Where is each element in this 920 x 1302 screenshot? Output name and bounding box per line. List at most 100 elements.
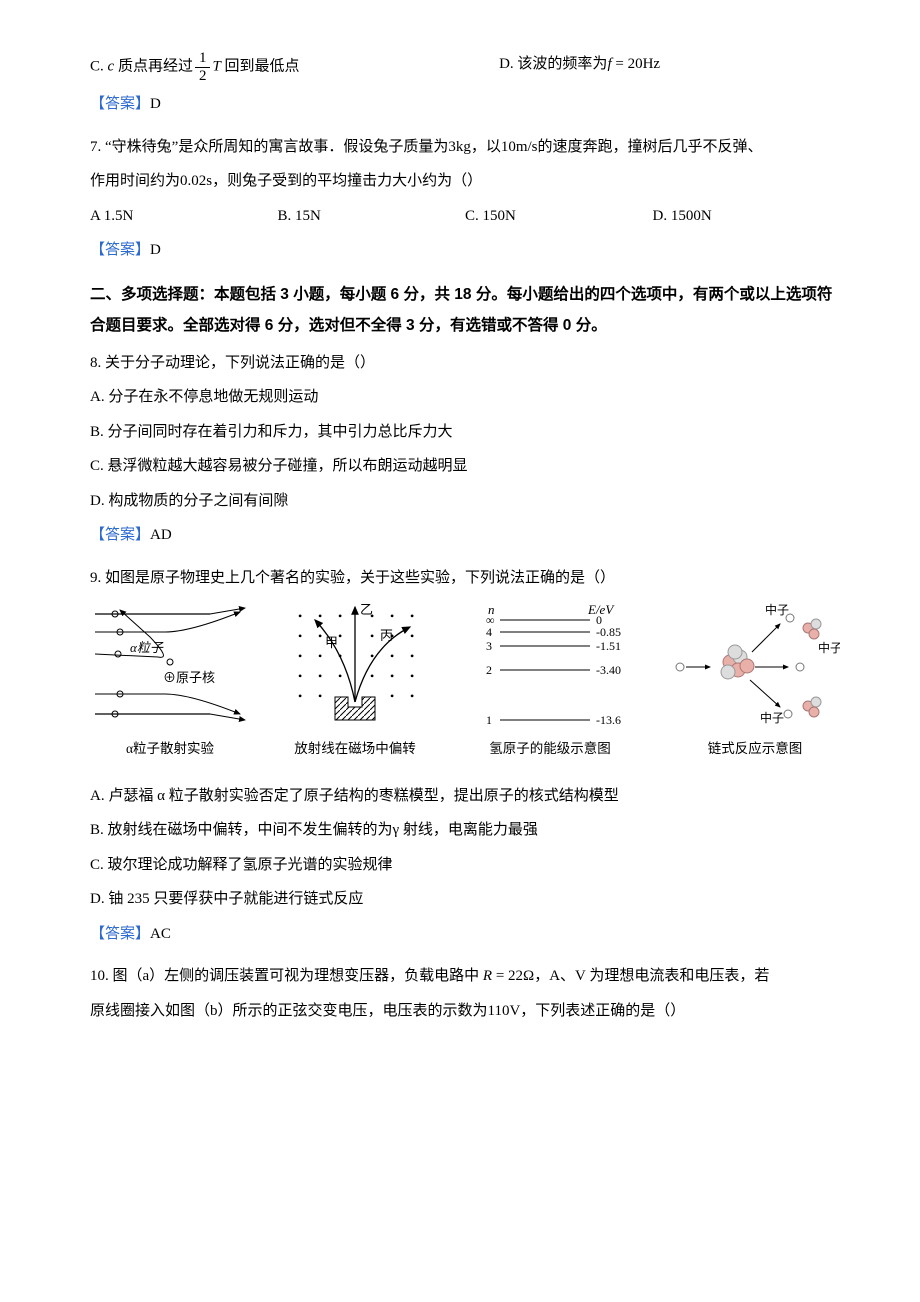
fig3-caption: 氢原子的能级示意图 (489, 736, 611, 762)
svg-text:-1.51: -1.51 (596, 639, 621, 653)
q7-option-a: A 1.5N (90, 202, 278, 231)
svg-text:•: • (390, 689, 394, 703)
q10-stem-b: ，A、V 为理想电流表和电压表，若 (534, 968, 769, 984)
q7-stem2-c: ，则兔子受到的平均撞击力大小约为（） (212, 173, 482, 189)
alpha-scattering-svg: α粒子 ⊕原子核 (90, 602, 250, 732)
q7-option-c: C. 150N (465, 202, 653, 231)
svg-text:乙: 乙 (360, 602, 373, 617)
opt-d-eq: = 20Hz (612, 56, 660, 72)
fig-alpha-scattering: α粒子 ⊕原子核 α粒子散射实验 (90, 602, 250, 762)
svg-text:中子: 中子 (818, 640, 840, 655)
q7-stem-e: 的速度奔跑，撞树后几乎不反弹、 (538, 139, 763, 155)
answer-value: AD (150, 527, 172, 543)
opt-c-T: T (212, 58, 220, 74)
q10-eq: = 22Ω (492, 968, 534, 984)
svg-text:丙: 丙 (380, 628, 393, 643)
fig4-caption: 链式反应示意图 (708, 736, 803, 762)
q8-answer: 【答案】AD (90, 521, 840, 550)
answer-value: D (150, 96, 161, 112)
svg-text:•: • (318, 629, 322, 643)
svg-text:•: • (318, 669, 322, 683)
q7-answer: 【答案】D (90, 236, 840, 265)
svg-text:•: • (318, 689, 322, 703)
svg-text:•: • (410, 649, 414, 663)
svg-text:•: • (390, 649, 394, 663)
answer-label: 【答案】 (90, 527, 150, 543)
q9-option-b: B. 放射线在磁场中偏转，中间不发生偏转的为γ 射线，电离能力最强 (90, 816, 840, 845)
q7-stem2-a: 作用时间约为 (90, 173, 180, 189)
svg-text:甲: 甲 (325, 635, 338, 650)
fig-energy-levels: n E/eV ∞0 4-0.85 3-1.51 2-3.40 1-13.6 氢原… (460, 602, 640, 762)
fig2-caption: 放射线在磁场中偏转 (294, 736, 416, 762)
radiation-svg: •••••• •••••• •••••• •••••• •••• 甲 乙 丙 (280, 602, 430, 732)
svg-text:3: 3 (486, 639, 492, 653)
q9-option-d: D. 铀 235 只要俘获中子就能进行链式反应 (90, 885, 840, 914)
section2-heading: 二、多项选择题：本题包括 3 小题，每小题 6 分，共 18 分。每小题给出的四… (90, 279, 840, 341)
q8-options: A. 分子在永不停息地做无规则运动 B. 分子间同时存在着引力和斥力，其中引力总… (90, 383, 840, 515)
opt-d-prefix: D. 该波的频率为 (499, 56, 607, 72)
svg-text:•: • (318, 649, 322, 663)
q6-options-cd: C. c 质点再经过12T 回到最低点 D. 该波的频率为f = 20Hz (90, 50, 840, 84)
q8-stem: 8. 关于分子动理论，下列说法正确的是（） (90, 349, 840, 378)
svg-text:•: • (410, 609, 414, 623)
svg-text:•: • (410, 629, 414, 643)
q7-stem-a: 7. “守株待兔”是众所周知的寓言故事．假设兔子质量为 (90, 139, 448, 155)
q9-stem: 9. 如图是原子物理史上几个著名的实验，关于这些实验，下列说法正确的是（） (90, 564, 840, 593)
q10-R: R (479, 968, 492, 984)
q7-time: 0.02s (180, 173, 212, 189)
svg-text:•: • (298, 609, 302, 623)
q10-stem-line2: 原线圈接入如图（b）所示的正弦交变电压，电压表的示数为110V，下列表述正确的是… (90, 997, 840, 1026)
q7-speed: 10m/s (501, 139, 538, 155)
svg-text:•: • (298, 689, 302, 703)
opt-c-post: 回到最低点 (221, 58, 300, 74)
q8-option-c: C. 悬浮微粒越大越容易被分子碰撞，所以布朗运动越明显 (90, 452, 840, 481)
svg-text:-0.85: -0.85 (596, 625, 621, 639)
svg-text:•: • (318, 609, 322, 623)
q6-option-c: C. c 质点再经过12T 回到最低点 (90, 50, 499, 84)
svg-text:-3.40: -3.40 (596, 663, 621, 677)
q7-stem-line2: 作用时间约为0.02s，则兔子受到的平均撞击力大小约为（） (90, 167, 840, 196)
svg-text:中子: 中子 (760, 710, 784, 725)
q10-stem-a: 10. 图（a）左侧的调压装置可视为理想变压器，负载电路中 (90, 968, 479, 984)
answer-label: 【答案】 (90, 242, 150, 258)
q8-option-b: B. 分子间同时存在着引力和斥力，其中引力总比斥力大 (90, 418, 840, 447)
svg-text:•: • (298, 629, 302, 643)
opt-c-prefix: C. (90, 58, 108, 74)
svg-text:•: • (338, 609, 342, 623)
q9-answer: 【答案】AC (90, 920, 840, 949)
alpha-particle-label: α粒子 (130, 640, 164, 655)
fig-radiation-magnetic: •••••• •••••• •••••• •••••• •••• 甲 乙 丙 放… (280, 602, 430, 762)
frac-num: 1 (195, 50, 211, 68)
q9-option-a: A. 卢瑟福 α 粒子散射实验否定了原子结构的枣糕模型，提出原子的核式结构模型 (90, 782, 840, 811)
fig1-caption: α粒子散射实验 (126, 736, 214, 762)
svg-text:•: • (298, 669, 302, 683)
svg-text:•: • (298, 649, 302, 663)
energy-levels-svg: n E/eV ∞0 4-0.85 3-1.51 2-3.40 1-13.6 (460, 602, 640, 732)
svg-text:•: • (410, 689, 414, 703)
answer-value: D (150, 242, 161, 258)
q8-option-d: D. 构成物质的分子之间有间隙 (90, 487, 840, 516)
q10-stem-line1: 10. 图（a）左侧的调压装置可视为理想变压器，负载电路中 R = 22Ω，A、… (90, 962, 840, 991)
fraction-half: 12 (195, 50, 211, 84)
chain-reaction-svg: 中子 中子 中子 (670, 602, 840, 732)
q7-option-d: D. 1500N (653, 202, 841, 231)
svg-text:•: • (370, 629, 374, 643)
svg-text:-13.6: -13.6 (596, 713, 621, 727)
frac-den: 2 (195, 68, 211, 85)
q10-stem2-c: ，下列表述正确的是（） (520, 1003, 685, 1019)
q8-option-a: A. 分子在永不停息地做无规则运动 (90, 383, 840, 412)
svg-text:•: • (370, 669, 374, 683)
opt-c-var-c: c (108, 58, 118, 74)
q7-stem-line1: 7. “守株待兔”是众所周知的寓言故事．假设兔子质量为3kg，以10m/s的速度… (90, 133, 840, 162)
svg-text:⊕原子核: ⊕原子核 (163, 670, 215, 685)
q6-answer: 【答案】D (90, 90, 840, 119)
q9-option-c: C. 玻尔理论成功解释了氢原子光谱的实验规律 (90, 851, 840, 880)
q7-options: A 1.5N B. 15N C. 150N D. 1500N (90, 202, 840, 231)
q10-voltage: 110V (488, 1003, 521, 1019)
answer-label: 【答案】 (90, 926, 150, 942)
q10-stem2-a: 原线圈接入如图（b）所示的正弦交变电压，电压表的示数为 (90, 1003, 488, 1019)
q7-stem-c: ，以 (471, 139, 501, 155)
q7-option-b: B. 15N (278, 202, 466, 231)
q9-figures: α粒子 ⊕原子核 α粒子散射实验 •••••• •••••• •••••• ••… (90, 602, 840, 762)
svg-text:1: 1 (486, 713, 492, 727)
